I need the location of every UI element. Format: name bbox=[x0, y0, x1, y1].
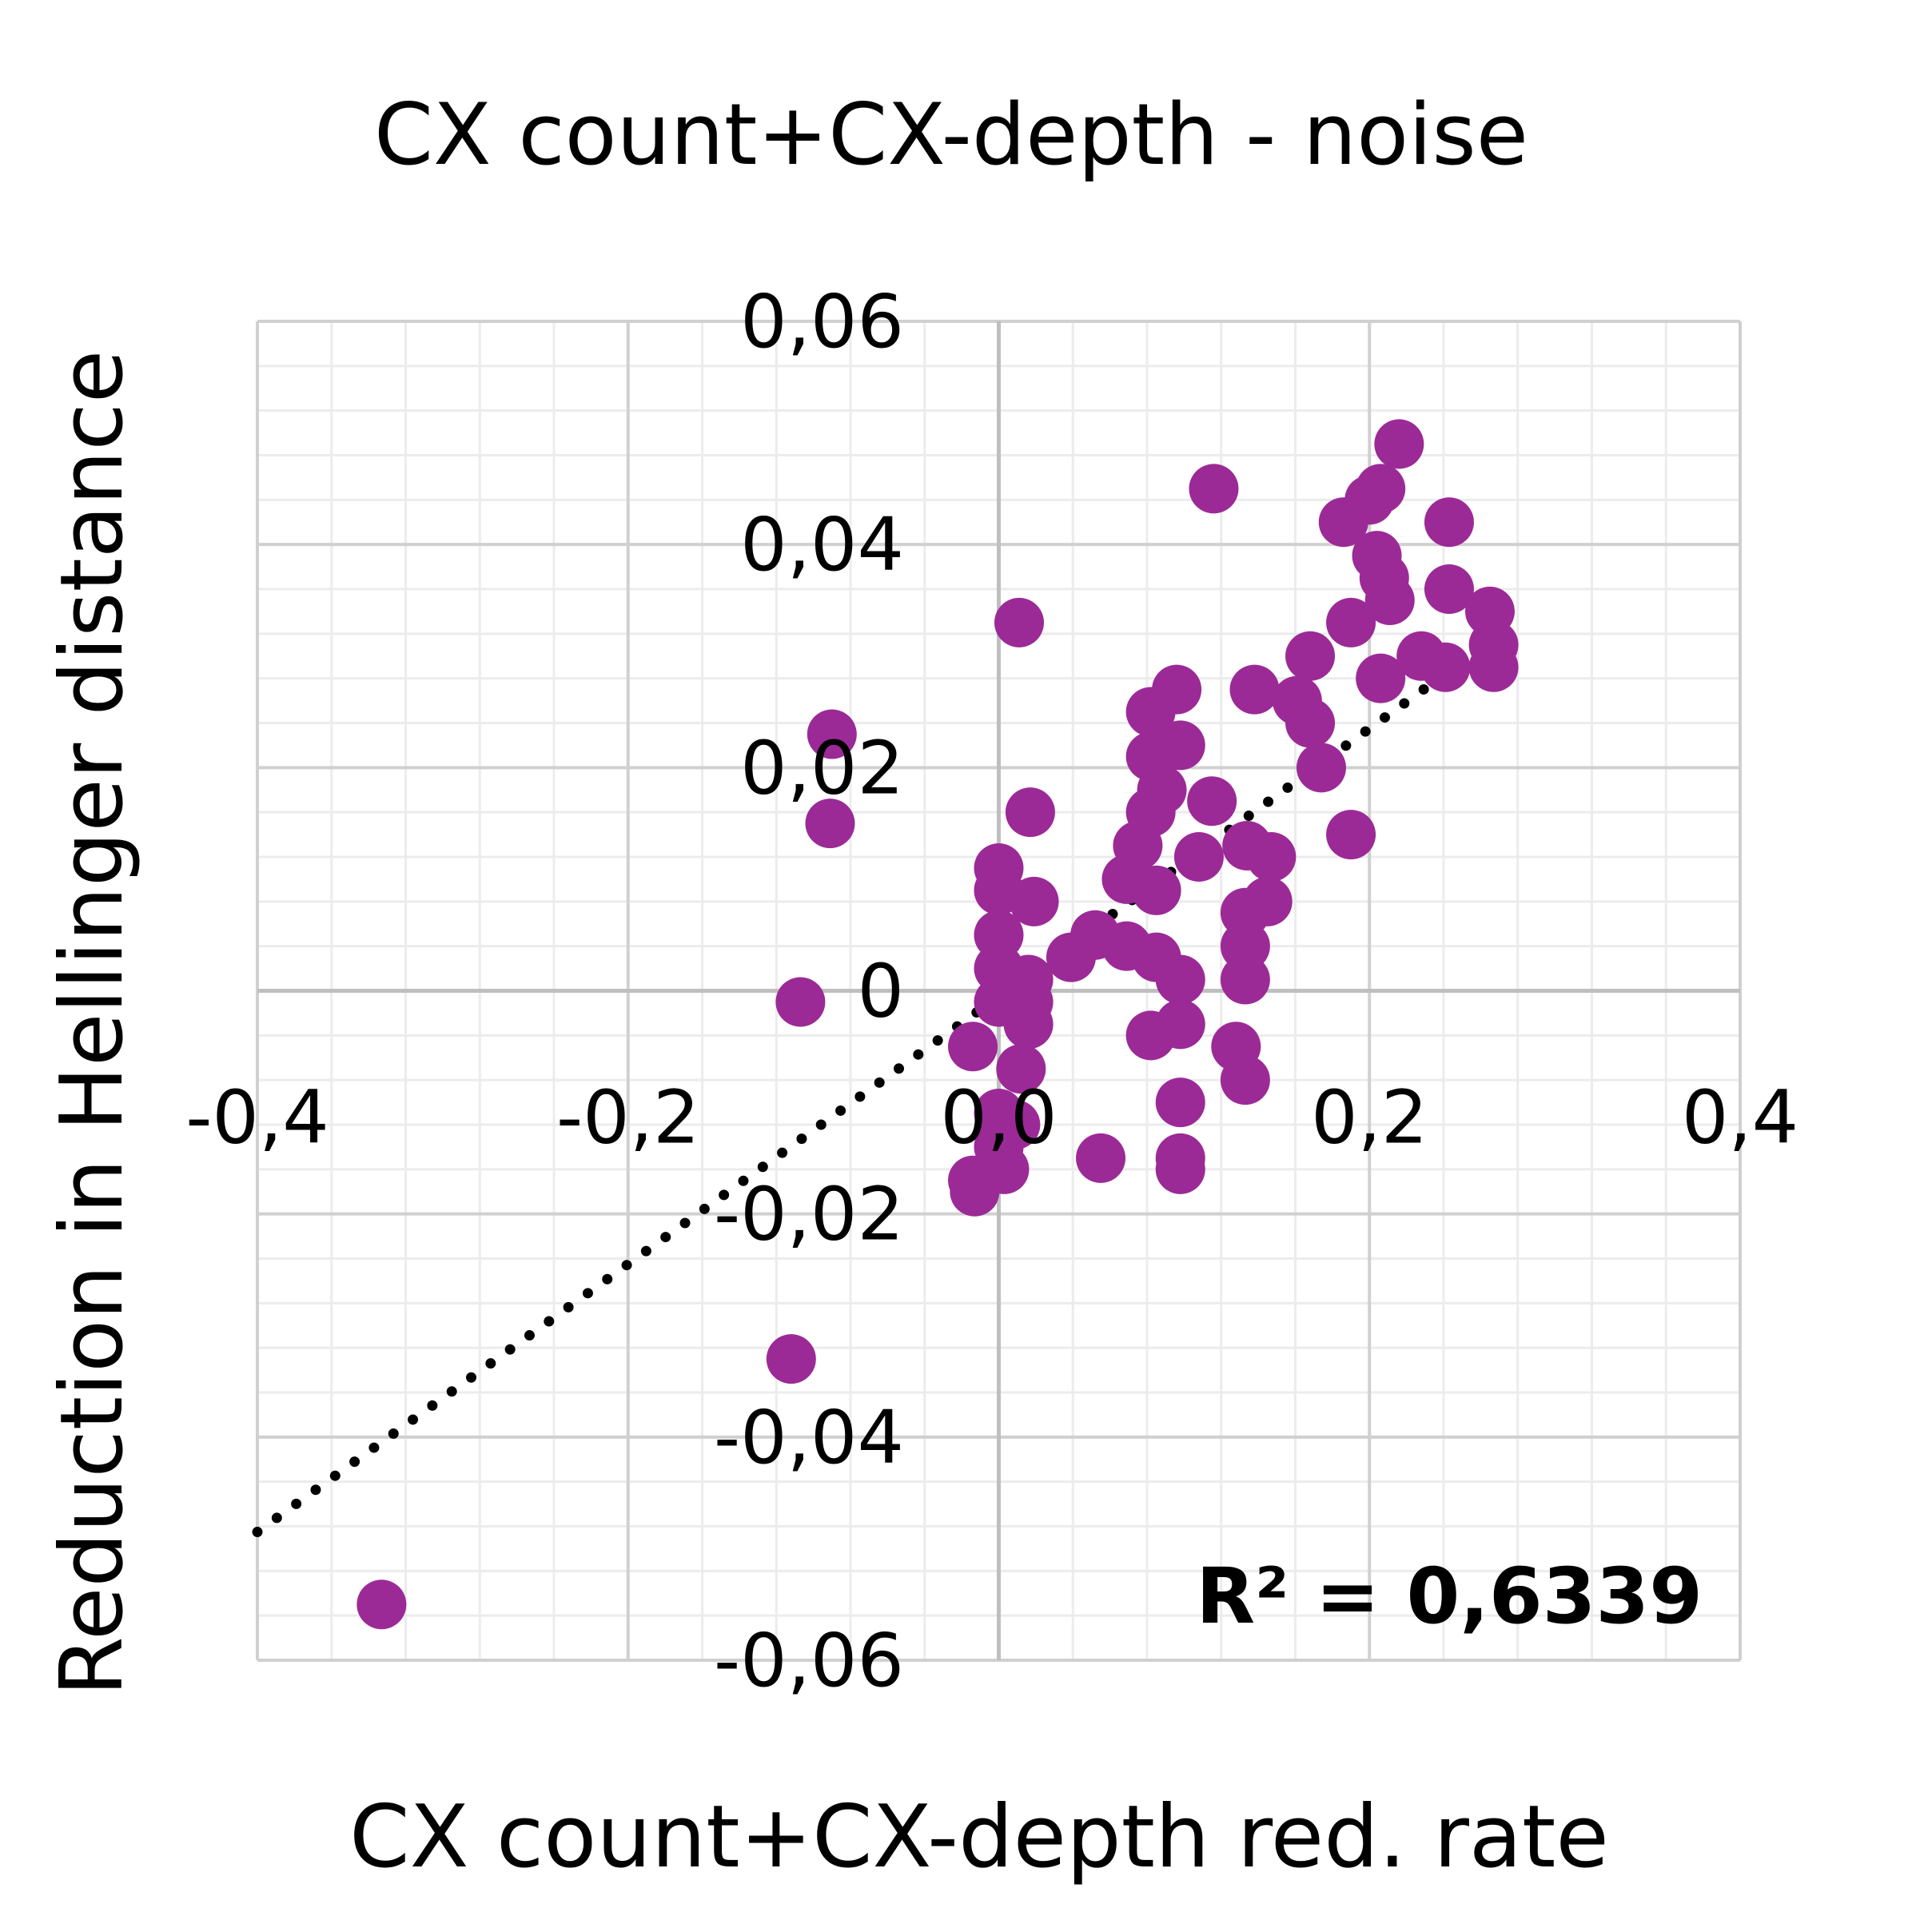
data-point bbox=[994, 597, 1045, 647]
y-tick-label: -0,04 bbox=[714, 1395, 904, 1480]
chart-title: CX count+CX-depth - noise bbox=[374, 86, 1528, 184]
trendline-path bbox=[252, 629, 1505, 1537]
y-axis-label: Reduction in Hellinger distance bbox=[42, 350, 142, 1697]
data-point bbox=[1285, 631, 1336, 681]
data-point bbox=[1424, 564, 1474, 614]
data-point bbox=[1229, 664, 1280, 715]
data-point bbox=[1364, 575, 1415, 625]
tick-labels: -0,4 -0,2 0,0 0,2 0,4 0,06 0,04 0,02 0 -0,02 -0,04… bbox=[185, 279, 1798, 1703]
data-point bbox=[1468, 642, 1519, 692]
data-point bbox=[1285, 698, 1336, 748]
grid bbox=[256, 320, 1742, 1662]
x-tick-label: -0,4 bbox=[185, 1075, 329, 1161]
x-tick-label: 0,4 bbox=[1682, 1075, 1798, 1161]
data-point bbox=[950, 1166, 1000, 1217]
data-point bbox=[1155, 954, 1205, 1005]
data-point bbox=[807, 709, 857, 759]
data-point bbox=[1189, 464, 1239, 514]
data-point bbox=[1220, 1055, 1270, 1105]
x-tick-label: -0,2 bbox=[556, 1075, 700, 1161]
data-point bbox=[775, 977, 826, 1027]
data-point bbox=[1396, 631, 1447, 681]
data-points bbox=[357, 419, 1519, 1630]
r-squared-label: R² = 0,6339 bbox=[1196, 1552, 1703, 1641]
x-axis-label: CX count+CX-depth red. rate bbox=[349, 1787, 1609, 1887]
y-tick-label: 0,04 bbox=[740, 502, 904, 588]
data-point bbox=[805, 799, 855, 849]
data-point bbox=[1374, 419, 1424, 469]
data-point bbox=[1125, 687, 1176, 737]
data-point bbox=[1046, 932, 1096, 982]
data-point bbox=[1101, 854, 1152, 904]
x-tick-label: 0,0 bbox=[940, 1075, 1057, 1161]
data-point bbox=[1155, 1144, 1205, 1194]
y-tick-label: 0,02 bbox=[740, 725, 904, 811]
trendline bbox=[252, 629, 1505, 1537]
data-point bbox=[1155, 1078, 1205, 1128]
y-tick-label: 0 bbox=[857, 949, 904, 1034]
data-point bbox=[1173, 832, 1224, 882]
data-point bbox=[1344, 475, 1395, 525]
data-point bbox=[1246, 832, 1297, 882]
data-point bbox=[1076, 1133, 1126, 1183]
data-point bbox=[766, 1334, 816, 1384]
data-point bbox=[1356, 653, 1406, 703]
data-point bbox=[1005, 787, 1055, 838]
data-point bbox=[1009, 876, 1059, 926]
data-point bbox=[1187, 776, 1237, 827]
data-point bbox=[1220, 954, 1270, 1005]
data-point bbox=[948, 1022, 998, 1072]
data-point bbox=[1326, 597, 1376, 647]
data-point bbox=[1424, 497, 1474, 548]
data-point bbox=[1326, 810, 1376, 860]
y-tick-label: 0,06 bbox=[740, 279, 904, 364]
y-tick-label: -0,06 bbox=[714, 1618, 904, 1703]
data-point bbox=[996, 1044, 1046, 1094]
data-point bbox=[1003, 999, 1054, 1050]
data-point bbox=[1296, 743, 1346, 793]
y-tick-label: -0,02 bbox=[714, 1172, 904, 1257]
data-point bbox=[1125, 1010, 1176, 1061]
data-point bbox=[357, 1579, 407, 1630]
x-tick-label: 0,2 bbox=[1311, 1075, 1428, 1161]
